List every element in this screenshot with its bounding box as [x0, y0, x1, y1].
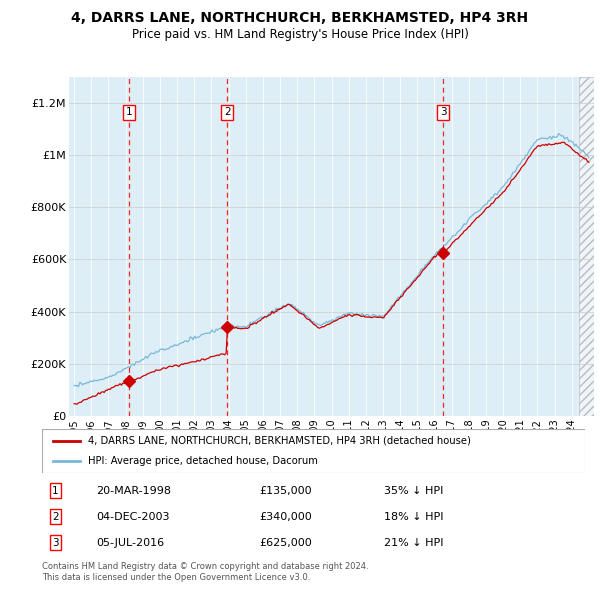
Text: 2: 2	[224, 107, 230, 117]
Text: 04-DEC-2003: 04-DEC-2003	[97, 512, 170, 522]
Text: 18% ↓ HPI: 18% ↓ HPI	[384, 512, 443, 522]
Text: 4, DARRS LANE, NORTHCHURCH, BERKHAMSTED, HP4 3RH: 4, DARRS LANE, NORTHCHURCH, BERKHAMSTED,…	[71, 11, 529, 25]
Text: 1: 1	[126, 107, 133, 117]
Text: This data is licensed under the Open Government Licence v3.0.: This data is licensed under the Open Gov…	[42, 573, 310, 582]
Text: 4, DARRS LANE, NORTHCHURCH, BERKHAMSTED, HP4 3RH (detached house): 4, DARRS LANE, NORTHCHURCH, BERKHAMSTED,…	[88, 436, 471, 446]
Text: Contains HM Land Registry data © Crown copyright and database right 2024.: Contains HM Land Registry data © Crown c…	[42, 562, 368, 571]
Text: 3: 3	[52, 538, 59, 548]
Text: 35% ↓ HPI: 35% ↓ HPI	[384, 486, 443, 496]
Text: £135,000: £135,000	[259, 486, 312, 496]
Text: 21% ↓ HPI: 21% ↓ HPI	[384, 538, 443, 548]
Text: HPI: Average price, detached house, Dacorum: HPI: Average price, detached house, Daco…	[88, 456, 318, 466]
Text: Price paid vs. HM Land Registry's House Price Index (HPI): Price paid vs. HM Land Registry's House …	[131, 28, 469, 41]
Text: 3: 3	[440, 107, 446, 117]
FancyBboxPatch shape	[42, 429, 585, 473]
Text: 2: 2	[52, 512, 59, 522]
Text: 05-JUL-2016: 05-JUL-2016	[97, 538, 164, 548]
Text: £625,000: £625,000	[259, 538, 312, 548]
Bar	[579, 77, 594, 416]
Text: 20-MAR-1998: 20-MAR-1998	[97, 486, 172, 496]
Bar	[579, 77, 594, 416]
Text: £340,000: £340,000	[259, 512, 312, 522]
Text: 1: 1	[52, 486, 59, 496]
